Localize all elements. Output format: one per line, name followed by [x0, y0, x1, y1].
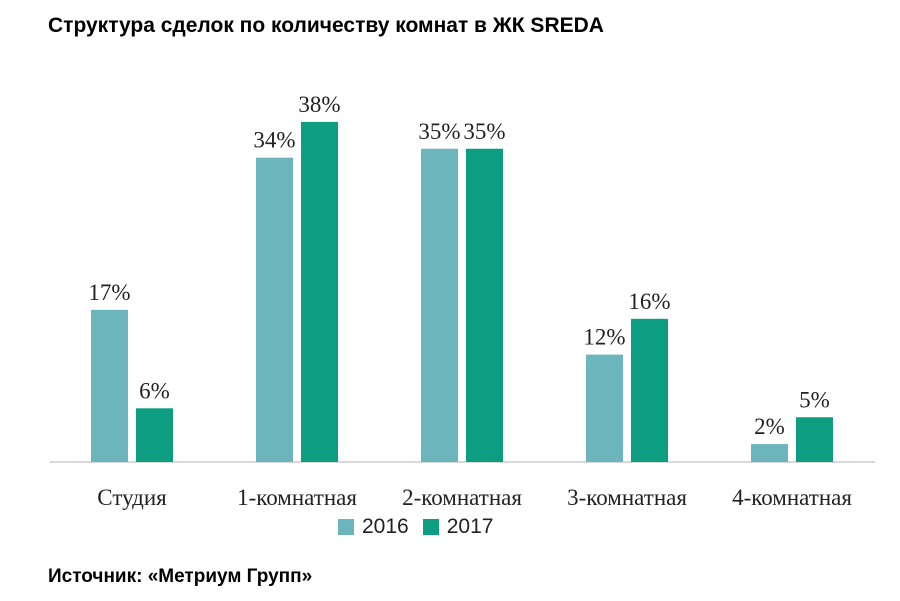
- category-label-2: 1-комнатная: [237, 485, 357, 510]
- bar-2016-3: [421, 148, 458, 462]
- data-label-2016-4: 12%: [583, 325, 625, 350]
- data-label-2017-5: 5%: [799, 387, 830, 412]
- data-label-2016-1: 17%: [88, 280, 130, 305]
- bar-2017-3: [466, 148, 503, 462]
- data-label-2016-2: 34%: [253, 128, 295, 153]
- source-note: Источник: «Метриум Групп»: [48, 566, 313, 587]
- legend-swatch-2016: [338, 519, 354, 535]
- data-label-2017-4: 16%: [628, 289, 670, 314]
- legend-label-2017: 2017: [446, 515, 494, 538]
- bar-2016-1: [91, 309, 128, 462]
- data-label-2017-1: 6%: [139, 378, 170, 403]
- legend-label-2016: 2016: [362, 515, 409, 538]
- category-label-1: Студия: [97, 485, 167, 510]
- bar-2017-1: [136, 408, 173, 462]
- data-label-2017-3: 35%: [463, 119, 505, 144]
- legend-item-2017: 2017: [422, 515, 494, 539]
- bar-2016-5: [751, 444, 788, 462]
- category-label-4: 3-комнатная: [567, 485, 687, 510]
- chart-title: Структура сделок по количеству комнат в …: [48, 14, 604, 37]
- legend: 2016 2017: [338, 515, 493, 539]
- bar-2017-5: [796, 417, 833, 462]
- category-label-5: 4-комнатная: [732, 485, 852, 510]
- bar-2016-4: [586, 354, 623, 462]
- legend-swatch-2017: [422, 519, 439, 535]
- data-label-2016-5: 2%: [754, 414, 785, 439]
- data-label-2017-2: 38%: [298, 92, 340, 117]
- bar-2017-4: [631, 318, 668, 462]
- category-label-3: 2-комнатная: [402, 485, 522, 510]
- data-label-2016-3: 35%: [418, 119, 460, 144]
- legend-item-2016: 2016: [338, 515, 409, 539]
- bar-2016-2: [256, 157, 293, 462]
- bar-2017-2: [301, 121, 338, 463]
